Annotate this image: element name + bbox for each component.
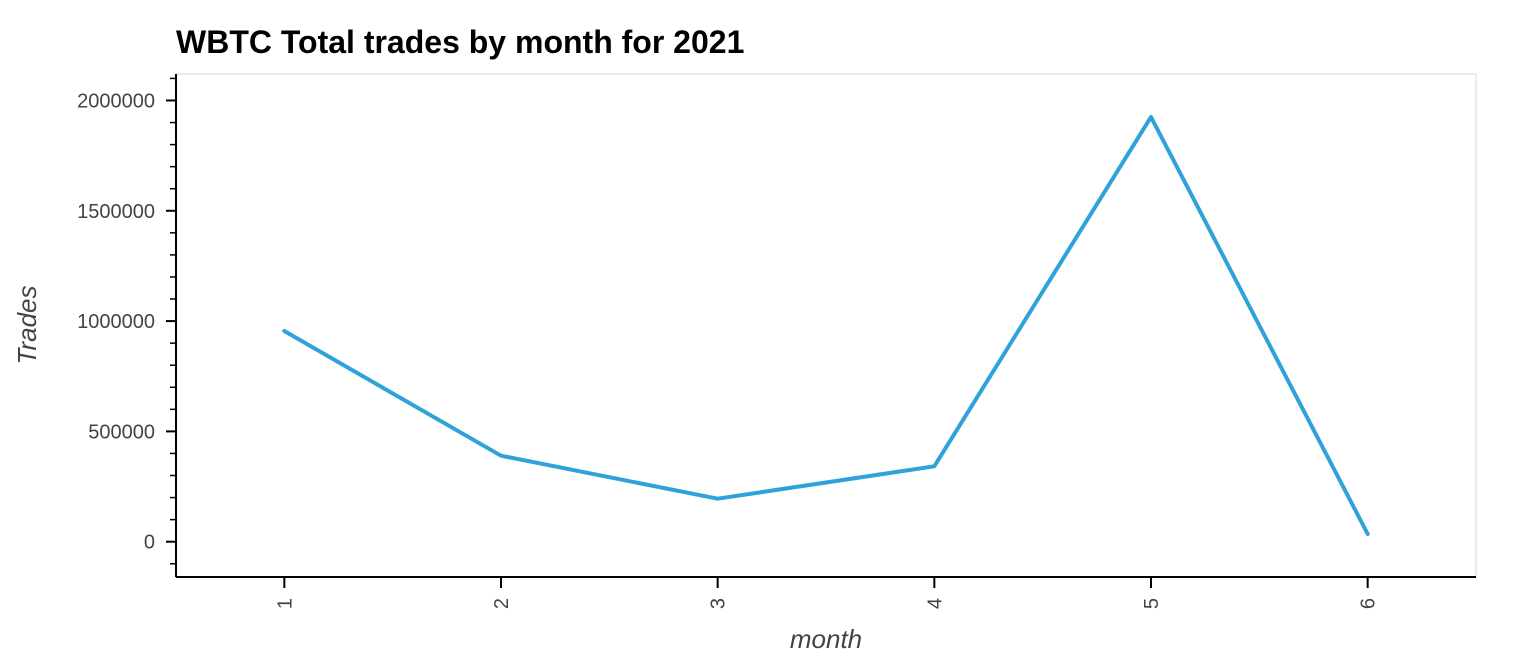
y-tick-label: 1000000 [77, 311, 155, 333]
y-tick-label: 500000 [88, 421, 155, 443]
plot-area [175, 73, 1477, 578]
x-axis-label: month [790, 624, 862, 654]
series-group [282, 115, 1370, 536]
y-axis-ticks: 0 500000 1000000 1500000 2000000 [77, 90, 176, 554]
y-axis-label: Trades [12, 286, 42, 365]
y-tick-label: 2000000 [77, 90, 155, 112]
x-tick-label: 2 [491, 598, 513, 609]
x-axis-ticks: 1 2 3 4 5 6 [274, 577, 1380, 609]
y-tick-label: 1500000 [77, 201, 155, 223]
x-tick-label: 6 [1358, 598, 1380, 609]
chart-title: WBTC Total trades by month for 2021 [176, 24, 745, 60]
x-tick-label: 4 [924, 598, 946, 609]
x-tick-label: 3 [708, 598, 730, 609]
series-line [282, 115, 1370, 536]
x-tick-label: 5 [1141, 598, 1163, 609]
x-tick-label: 1 [274, 598, 296, 609]
y-tick-label: 0 [144, 532, 155, 554]
